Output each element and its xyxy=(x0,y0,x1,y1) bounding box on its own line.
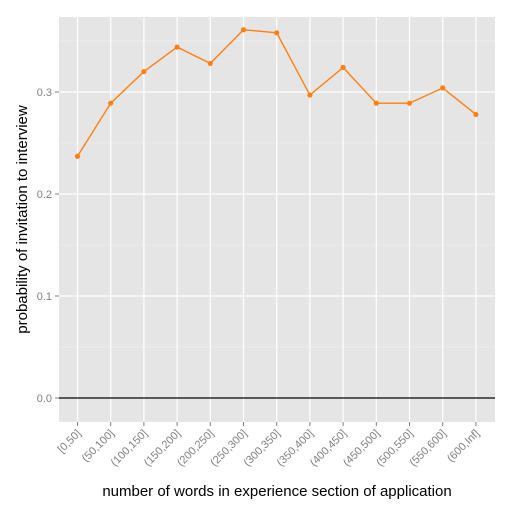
data-point xyxy=(307,92,313,98)
data-point xyxy=(207,60,213,67)
y-axis-title: probability of invitation to interview xyxy=(14,105,31,334)
data-point xyxy=(174,44,180,50)
data-point xyxy=(440,85,446,91)
data-point xyxy=(373,100,379,106)
series-layer xyxy=(74,27,479,159)
data-point xyxy=(340,64,346,71)
data-point xyxy=(473,111,479,118)
data-point xyxy=(406,100,413,106)
data-point xyxy=(108,100,114,106)
data-point xyxy=(274,30,280,36)
y-axis: 0.0 0.1 0.2 0.3 xyxy=(37,87,59,405)
y-tick-label: 0.2 xyxy=(37,189,52,201)
y-tick-label: 0.1 xyxy=(37,291,52,303)
data-point xyxy=(141,68,147,75)
y-tick-label: 0.3 xyxy=(37,87,52,99)
y-tick-label: 0.0 xyxy=(37,393,52,405)
x-axis-title: number of words in experience section of… xyxy=(102,483,451,500)
data-point xyxy=(240,27,247,33)
data-point xyxy=(74,153,81,159)
